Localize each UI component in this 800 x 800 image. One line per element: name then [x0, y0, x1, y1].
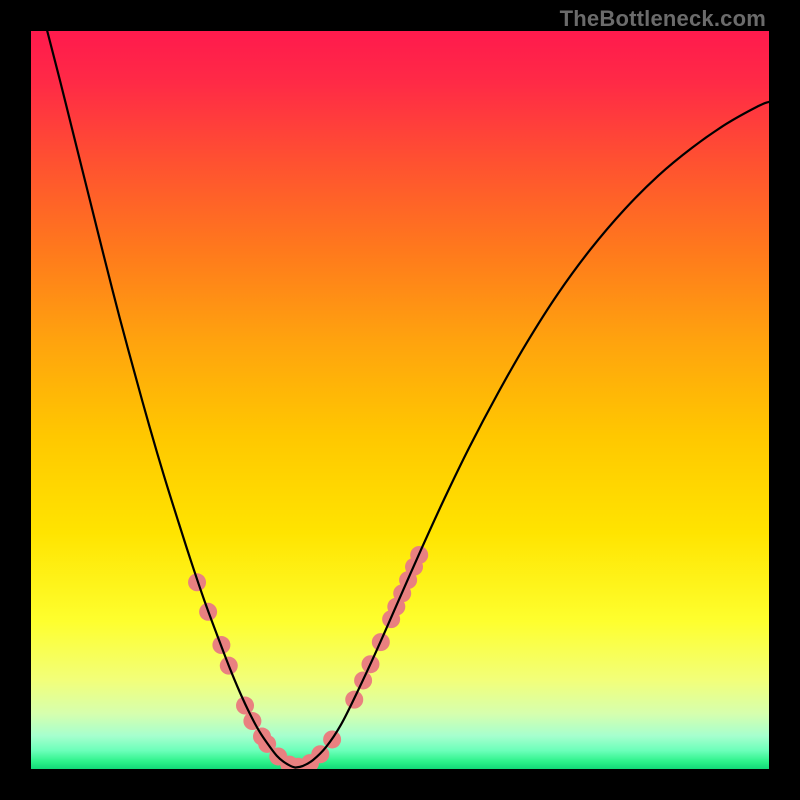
scatter-dots [188, 546, 428, 769]
curve-layer [31, 31, 769, 769]
plot-area [31, 31, 769, 769]
curve-left-branch [47, 31, 295, 768]
chart-frame: TheBottleneck.com [0, 0, 800, 800]
watermark-text: TheBottleneck.com [560, 6, 766, 32]
